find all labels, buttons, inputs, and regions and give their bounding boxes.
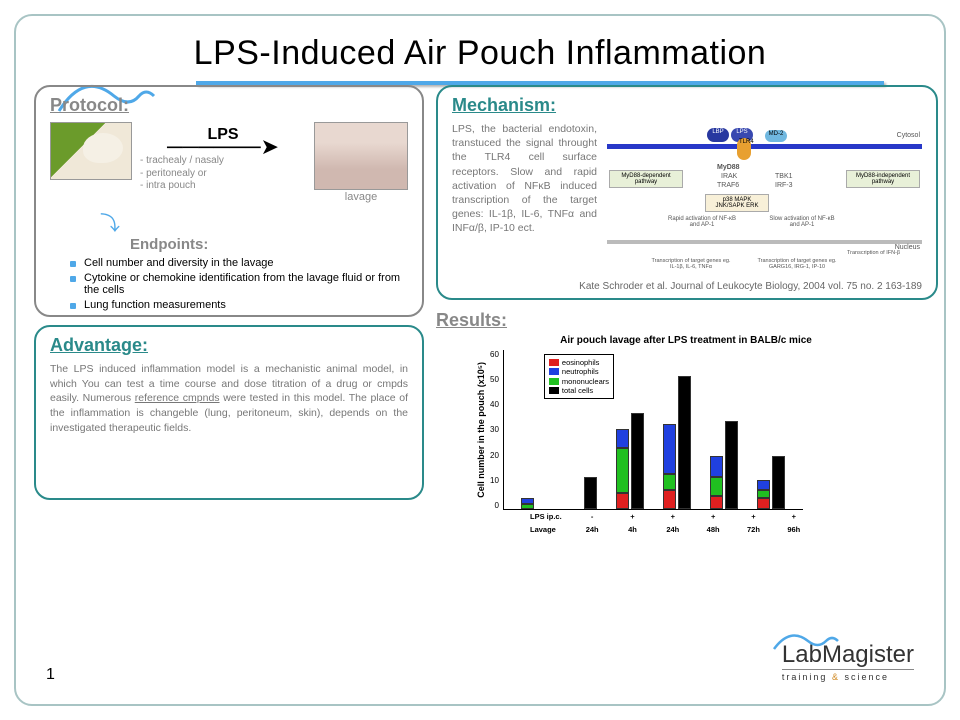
protocol-box: Protocol: LPS ──────➤ - trachealy / nasa… — [34, 85, 424, 317]
chart-area: Cell number in the pouch (x10⁵) 60504030… — [476, 350, 896, 510]
endpoint-item: Lung function measurements — [70, 299, 408, 311]
yaxis-label: Cell number in the pouch (x10⁵) — [476, 362, 486, 498]
receptor: TLR4 — [737, 138, 751, 160]
advantage-heading: Advantage: — [50, 335, 408, 356]
results-heading: Results: — [436, 310, 507, 331]
protocol-flow: LPS ──────➤ - trachealy / nasaly - perit… — [50, 122, 408, 203]
node: TBK1 — [775, 173, 793, 180]
transcription-left: Transcription of target genes eg. IL-1β,… — [651, 258, 731, 270]
pathway-right: MyD88-independent pathway — [846, 170, 920, 188]
nucleus-line — [607, 240, 922, 244]
down-arrow-icon: ⤵ — [100, 207, 408, 236]
chart-title: Air pouch lavage after LPS treatment in … — [476, 335, 896, 346]
mechanism-heading: Mechanism: — [452, 95, 922, 116]
route: - peritonealy or — [140, 168, 306, 181]
bar-group — [659, 376, 695, 509]
logo-subtitle: training & science — [782, 669, 914, 682]
rapid-label: Rapid activation of NF-κB and AP-1 — [667, 216, 737, 228]
node: IRAK — [721, 173, 737, 180]
results-chart: Air pouch lavage after LPS treatment in … — [476, 335, 896, 536]
lps-arrow-column: LPS ──────➤ - trachealy / nasaly - perit… — [140, 122, 306, 193]
advantage-box: Advantage: The LPS induced inflammation … — [34, 325, 424, 500]
mechanism-diagram: Cytosol Nucleus LBP LPS TLR4 MD-2 MyD88-… — [607, 122, 922, 277]
transcription-right: Transcription of target genes eg. GARG16… — [757, 258, 837, 270]
chart-plot: eosinophilsneutrophilsmononuclearstotal … — [503, 350, 803, 510]
bar-group — [706, 421, 742, 509]
pathway-left: MyD88-dependent pathway — [609, 170, 683, 188]
endpoints-heading: Endpoints: — [130, 236, 408, 253]
page-frame: LPS-Induced Air Pouch Inflammation Proto… — [14, 14, 946, 706]
route: - intra pouch — [140, 180, 306, 193]
cytosol-label: Cytosol — [897, 132, 920, 139]
logo-swirl-icon — [772, 623, 862, 658]
slow-label: Slow activation of NF-κB and AP-1 — [767, 216, 837, 228]
transcription-ifn: Transcription of IFN-β — [847, 250, 900, 256]
receptor: MD-2 — [765, 130, 787, 142]
mechanism-text: LPS, the bacterial endotoxin, transtuced… — [452, 122, 597, 277]
advantage-text: The LPS induced inflammation model is a … — [50, 362, 408, 435]
bar-group — [612, 413, 648, 509]
node: IRF-3 — [775, 182, 793, 189]
bar-group — [517, 498, 553, 509]
protocol-heading: Protocol: — [50, 95, 408, 116]
mechanism-citation: Kate Schroder et al. Journal of Leukocyt… — [452, 281, 922, 292]
bar-group — [565, 477, 601, 509]
xaxis: LPS ip.c.-+++++Lavage24h4h24h48h72h96h — [522, 510, 822, 536]
routes-list: - trachealy / nasaly - peritonealy or - … — [140, 155, 306, 193]
arrow-icon: ──────➤ — [140, 140, 306, 153]
lavage-column: lavage — [314, 122, 408, 203]
mechanism-box: Mechanism: LPS, the bacterial endotoxin,… — [436, 85, 938, 300]
route: - trachealy / nasaly — [140, 155, 306, 168]
bar-group — [753, 456, 789, 509]
node: MyD88 — [717, 164, 740, 171]
endpoint-item: Cytokine or chemokine identification fro… — [70, 272, 408, 296]
page-number: 1 — [46, 666, 55, 684]
logo: LabMagister training & science — [782, 641, 914, 682]
yaxis-ticks: 6050403020100 — [490, 350, 503, 510]
mouse-image — [50, 122, 132, 180]
chart-bars — [504, 350, 803, 509]
membrane-line — [607, 144, 922, 149]
endpoint-item: Cell number and diversity in the lavage — [70, 257, 408, 269]
mechanism-body: LPS, the bacterial endotoxin, transtuced… — [452, 122, 922, 277]
lavage-image — [314, 122, 408, 190]
lavage-caption: lavage — [314, 191, 408, 203]
node: TRAF6 — [717, 182, 739, 189]
endpoints-list: Cell number and diversity in the lavage … — [50, 257, 408, 311]
content-area: Protocol: LPS ──────➤ - trachealy / nasa… — [16, 85, 944, 109]
receptor: LBP — [707, 128, 729, 142]
kinase-box: p38 MAPK JNK/SAPK ERK — [705, 194, 769, 212]
